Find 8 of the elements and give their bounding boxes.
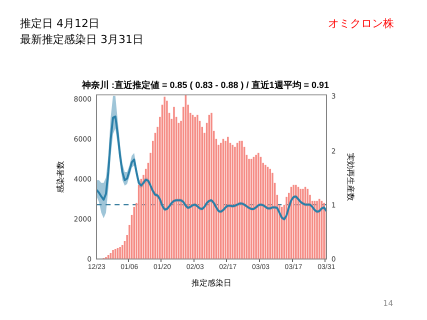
y2-axis-title: 実効再生産数	[346, 152, 355, 201]
y-axis-title: 感染者数	[56, 160, 66, 193]
x-axis-title: 推定感染日	[192, 278, 232, 288]
chart-title: 神奈川 :直近推定値 = 0.85 ( 0.83 - 0.88 ) / 直近1週平均 = 0.91	[80, 80, 330, 90]
text: オミクロン株	[328, 16, 394, 31]
text: 14	[383, 299, 394, 308]
text: 推定日 4月12日	[20, 16, 100, 31]
text: 最新推定感染日 3月31日	[20, 32, 144, 47]
